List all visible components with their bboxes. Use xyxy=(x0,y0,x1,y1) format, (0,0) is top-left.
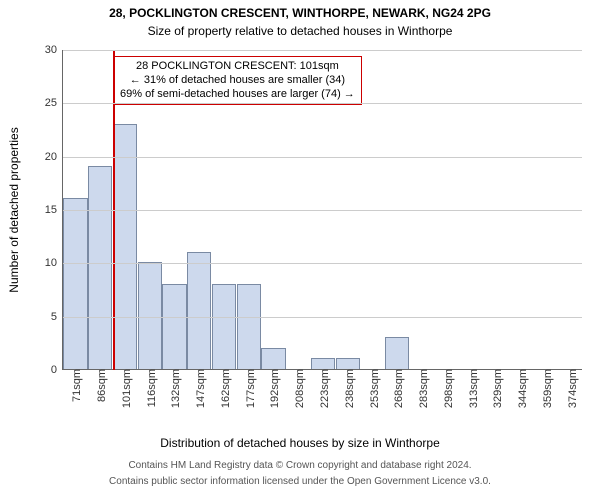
title-line2: Size of property relative to detached ho… xyxy=(0,24,600,38)
ytick-label: 20 xyxy=(45,151,63,163)
xtick-label: 344sqm xyxy=(513,369,529,408)
ytick-label: 10 xyxy=(45,257,63,269)
xtick-label: 329sqm xyxy=(488,369,504,408)
callout-line2: ← 31% of detached houses are smaller (34… xyxy=(120,74,355,88)
xtick-label: 238sqm xyxy=(340,369,356,408)
xtick-label: 374sqm xyxy=(563,369,579,408)
gridline xyxy=(63,263,582,264)
xtick-label: 71sqm xyxy=(67,369,83,402)
callout-line3: 69% of semi-detached houses are larger (… xyxy=(120,88,355,102)
xtick-label: 283sqm xyxy=(414,369,430,408)
xtick-label: 162sqm xyxy=(216,369,232,408)
ytick-label: 0 xyxy=(51,364,63,376)
xtick-label: 359sqm xyxy=(538,369,554,408)
xtick-label: 192sqm xyxy=(265,369,281,408)
footer-line1: Contains HM Land Registry data © Crown c… xyxy=(0,460,600,471)
xtick-label: 177sqm xyxy=(241,369,257,408)
xtick-label: 298sqm xyxy=(439,369,455,408)
xtick-label: 208sqm xyxy=(290,369,306,408)
y-axis-label: Number of detached properties xyxy=(7,127,21,292)
gridline xyxy=(63,50,582,51)
ytick-label: 25 xyxy=(45,97,63,109)
xtick-label: 86sqm xyxy=(92,369,108,402)
bar xyxy=(212,284,236,369)
gridline xyxy=(63,103,582,104)
xtick-label: 116sqm xyxy=(142,369,158,407)
plot-area: 28 POCKLINGTON CRESCENT: 101sqm ← 31% of… xyxy=(62,50,582,370)
bar xyxy=(385,337,409,369)
xtick-label: 132sqm xyxy=(166,369,182,408)
gridline xyxy=(63,317,582,318)
xtick-label: 253sqm xyxy=(365,369,381,408)
title-line1: 28, POCKLINGTON CRESCENT, WINTHORPE, NEW… xyxy=(0,6,600,20)
bar xyxy=(63,198,87,369)
xtick-label: 313sqm xyxy=(464,369,480,408)
bar xyxy=(162,284,186,369)
gridline xyxy=(63,210,582,211)
callout-box: 28 POCKLINGTON CRESCENT: 101sqm ← 31% of… xyxy=(113,56,362,105)
xtick-label: 147sqm xyxy=(191,369,207,408)
ytick-label: 30 xyxy=(45,44,63,56)
xtick-label: 268sqm xyxy=(389,369,405,408)
callout-line1: 28 POCKLINGTON CRESCENT: 101sqm xyxy=(120,60,355,74)
gridline xyxy=(63,157,582,158)
bar xyxy=(237,284,261,369)
footer-line2: Contains public sector information licen… xyxy=(0,476,600,487)
chart-container: 28, POCKLINGTON CRESCENT, WINTHORPE, NEW… xyxy=(0,0,600,500)
bar xyxy=(261,348,285,369)
xtick-label: 223sqm xyxy=(315,369,331,408)
xtick-label: 101sqm xyxy=(117,369,133,408)
bar xyxy=(88,166,112,369)
ytick-label: 15 xyxy=(45,204,63,216)
bar xyxy=(336,358,360,369)
bar xyxy=(311,358,335,369)
bar xyxy=(113,124,137,369)
x-axis-label: Distribution of detached houses by size … xyxy=(0,436,600,450)
bar xyxy=(187,252,211,369)
ytick-label: 5 xyxy=(51,311,63,323)
